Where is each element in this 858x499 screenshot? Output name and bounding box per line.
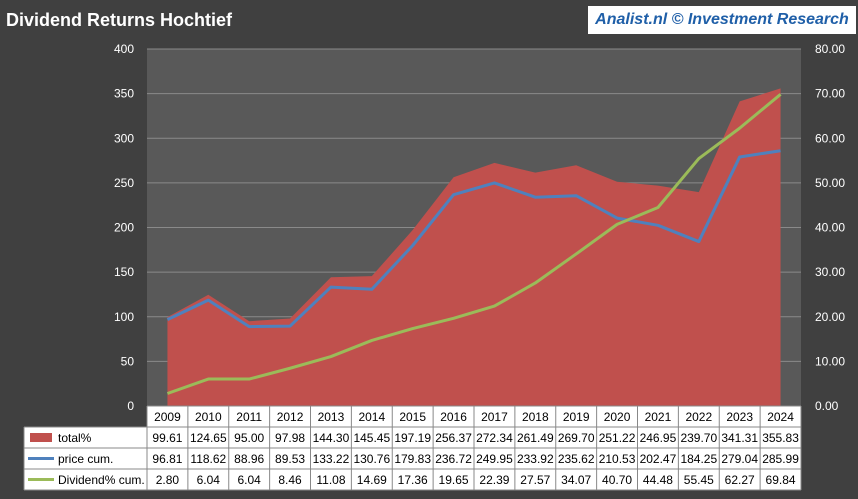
data-label-total: 239.70	[680, 431, 717, 445]
x-tick-label: 2017	[481, 410, 508, 424]
data-label-price: 133.22	[313, 452, 350, 466]
data-label-total: 269.70	[558, 431, 595, 445]
x-tick-label: 2024	[767, 410, 794, 424]
series-total-area	[167, 88, 781, 406]
left-tick-label: 150	[114, 265, 134, 279]
data-label-total: 256.37	[435, 431, 472, 445]
x-tick-label: 2009	[154, 410, 181, 424]
legend-label-dividend: Dividend% cum.	[58, 473, 145, 487]
left-tick-label: 50	[121, 354, 135, 368]
table-body-bg	[24, 427, 801, 490]
data-label-dividend: 55.45	[684, 473, 714, 487]
data-label-price: 210.53	[599, 452, 636, 466]
data-label-price: 236.72	[435, 452, 472, 466]
chart-title: Dividend Returns Hochtief	[6, 10, 233, 30]
data-label-dividend: 14.69	[357, 473, 387, 487]
x-tick-label: 2019	[563, 410, 590, 424]
data-label-total: 124.65	[190, 431, 227, 445]
data-label-total: 261.49	[517, 431, 554, 445]
x-tick-label: 2010	[195, 410, 222, 424]
left-tick-label: 400	[114, 42, 134, 56]
data-label-dividend: 8.46	[278, 473, 302, 487]
data-label-dividend: 19.65	[439, 473, 469, 487]
data-label-total: 341.31	[721, 431, 758, 445]
data-label-dividend: 6.04	[197, 473, 221, 487]
data-label-price: 130.76	[353, 452, 390, 466]
data-label-total: 246.95	[640, 431, 677, 445]
data-label-total: 97.98	[275, 431, 305, 445]
x-tick-label: 2012	[277, 410, 304, 424]
data-label-price: 184.25	[680, 452, 717, 466]
right-tick-label: 50.00	[815, 176, 845, 190]
data-label-total: 99.61	[152, 431, 182, 445]
data-label-total: 144.30	[313, 431, 350, 445]
left-tick-label: 350	[114, 87, 134, 101]
data-label-dividend: 62.27	[725, 473, 755, 487]
data-label-dividend: 11.08	[316, 473, 345, 487]
data-label-price: 118.62	[190, 452, 226, 466]
x-tick-label: 2023	[726, 410, 753, 424]
right-tick-label: 80.00	[815, 42, 845, 56]
data-label-dividend: 22.39	[479, 473, 509, 487]
left-tick-label: 100	[114, 310, 134, 324]
data-label-price: 233.92	[517, 452, 554, 466]
right-tick-label: 0.00	[815, 399, 839, 413]
series-price-line	[166, 149, 781, 329]
data-label-dividend: 44.48	[643, 473, 673, 487]
data-label-dividend: 40.70	[602, 473, 632, 487]
left-tick-label: 0	[127, 399, 134, 413]
x-tick-label: 2014	[358, 410, 385, 424]
right-tick-label: 70.00	[815, 87, 845, 101]
data-label-price: 235.62	[558, 452, 595, 466]
data-label-total: 197.19	[394, 431, 431, 445]
legend-label-price: price cum.	[58, 452, 113, 466]
left-tick-label: 250	[114, 176, 134, 190]
right-tick-label: 40.00	[815, 221, 845, 235]
right-tick-label: 10.00	[815, 354, 845, 368]
data-label-dividend: 2.80	[156, 473, 180, 487]
data-label-total: 95.00	[234, 431, 264, 445]
brand-label: Analist.nl © Investment Research	[588, 6, 856, 34]
data-label-total: 272.34	[476, 431, 513, 445]
legend-label-total: total%	[58, 431, 92, 445]
data-label-price: 179.83	[394, 452, 431, 466]
x-tick-label: 2022	[685, 410, 712, 424]
x-tick-label: 2013	[318, 410, 345, 424]
data-label-total: 355.83	[762, 431, 799, 445]
x-tick-label: 2016	[440, 410, 467, 424]
right-tick-label: 30.00	[815, 265, 845, 279]
x-tick-label: 2018	[522, 410, 549, 424]
data-label-dividend: 69.84	[766, 473, 796, 487]
legend-key-total	[30, 433, 52, 442]
data-label-dividend: 17.36	[398, 473, 428, 487]
series-dividend-line	[166, 93, 782, 395]
x-tick-label: 2011	[236, 410, 262, 424]
right-tick-label: 20.00	[815, 310, 845, 324]
data-label-price: 96.81	[152, 452, 182, 466]
data-label-price: 202.47	[640, 452, 677, 466]
x-tick-label: 2015	[399, 410, 426, 424]
data-label-price: 88.96	[234, 452, 264, 466]
data-label-dividend: 27.57	[520, 473, 550, 487]
right-tick-label: 60.00	[815, 131, 845, 145]
data-label-price: 279.04	[721, 452, 758, 466]
x-tick-label: 2020	[604, 410, 631, 424]
left-tick-label: 300	[114, 131, 134, 145]
data-label-price: 285.99	[762, 452, 799, 466]
x-tick-label: 2021	[645, 410, 672, 424]
data-label-total: 251.22	[599, 431, 636, 445]
data-label-price: 249.95	[476, 452, 513, 466]
data-label-price: 89.53	[275, 452, 305, 466]
data-label-dividend: 6.04	[238, 473, 262, 487]
left-tick-label: 200	[114, 221, 134, 235]
data-label-dividend: 34.07	[561, 473, 591, 487]
data-label-total: 145.45	[353, 431, 390, 445]
